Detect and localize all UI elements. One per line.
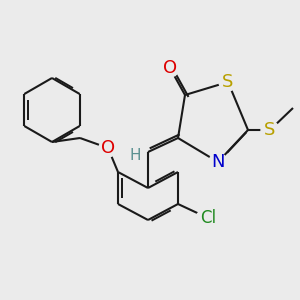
Ellipse shape <box>209 153 227 171</box>
Ellipse shape <box>196 209 220 227</box>
Text: O: O <box>163 59 177 77</box>
Ellipse shape <box>99 139 117 157</box>
Text: H: H <box>129 148 141 163</box>
Ellipse shape <box>219 73 237 91</box>
Text: S: S <box>264 121 276 139</box>
Text: Cl: Cl <box>200 209 216 227</box>
Text: S: S <box>222 73 234 91</box>
Ellipse shape <box>127 147 143 163</box>
Text: O: O <box>101 139 115 157</box>
Ellipse shape <box>161 59 179 77</box>
Text: N: N <box>211 153 225 171</box>
Ellipse shape <box>261 121 279 139</box>
